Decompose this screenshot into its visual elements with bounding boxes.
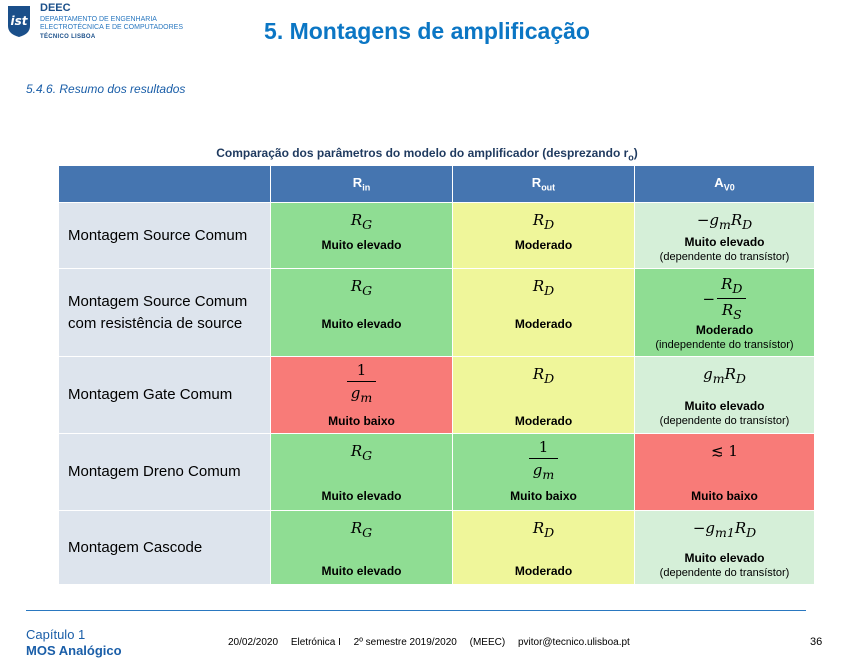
row-label: Montagem Dreno Comum [58, 433, 271, 511]
rout-rating: Moderado [514, 238, 573, 252]
ist-logo: ist [8, 6, 30, 37]
rout-expression: RD [532, 277, 555, 298]
row-label: Montagem Source Comum [58, 202, 271, 269]
rin-expression: RG [350, 442, 373, 463]
table-header-row: Rin Rout AV0 [58, 165, 815, 203]
table-caption: Comparação dos parâmetros do modelo do a… [216, 146, 638, 163]
av-expression: −gmRD [696, 211, 753, 232]
table-row: Montagem Source Comum RG Muito elevado R… [58, 202, 815, 269]
av-cell: −gmRD Muito elevado (dependente do trans… [634, 202, 815, 269]
table-row: Montagem Gate Comum 1 gm Muito baixo RD M… [58, 356, 815, 434]
rin-rating: Muito elevado [321, 489, 402, 503]
comparison-table: Rin Rout AV0 Montagem Source Comum RG Mu… [58, 165, 815, 585]
footer-semester: 2º semestre 2019/2020 [353, 637, 457, 648]
av-expression: ≲ 1 [711, 442, 738, 460]
table-row: Montagem Cascode RG Muito elevado RD Mod… [58, 510, 815, 585]
rin-cell: RG Muito elevado [270, 510, 453, 585]
av-rating: Muito elevado [684, 235, 765, 249]
rout-cell: RD Moderado [452, 202, 635, 269]
rin-rating: Muito elevado [321, 238, 402, 252]
av-note: (dependente do transístor) [659, 415, 790, 427]
rin-cell: RG Muito elevado [270, 202, 453, 269]
footer-info: 20/02/2020 Eletrónica I 2º semestre 2019… [228, 637, 640, 648]
av-note: (dependente do transístor) [659, 251, 790, 263]
institution-name: DEEC [40, 2, 71, 14]
rout-cell: 1 gm Muito baixo [452, 433, 635, 511]
av-cell: −gm1RD Muito elevado (dependente do tran… [634, 510, 815, 585]
rout-cell: RD Moderado [452, 268, 635, 357]
footer-program: (MEEC) [469, 637, 506, 648]
header-rout: Rout [452, 165, 635, 203]
row-label: Montagem Cascode [58, 510, 271, 585]
rin-rating: Muito elevado [321, 317, 402, 331]
header-corner [58, 165, 271, 203]
rout-rating: Moderado [514, 564, 573, 578]
rout-rating: Moderado [514, 317, 573, 331]
rin-expression: RG [350, 519, 373, 540]
av-cell: ≲ 1 Muito baixo [634, 433, 815, 511]
footer-email: pvitor@tecnico.ulisboa.pt [517, 637, 630, 648]
page-number: 36 [810, 636, 823, 648]
av-expression: gmRD [703, 365, 746, 386]
table-row: Montagem Source Comum com resistência de… [58, 268, 815, 357]
page-title: 5. Montagens de amplificação [264, 18, 590, 44]
av-cell: gmRD Muito elevado (dependente do transí… [634, 356, 815, 434]
chapter-block: Capítulo 1 MOS Analógico [26, 627, 122, 659]
institution-block: DEEC DEPARTAMENTO DE ENGENHARIA ELECTROT… [40, 2, 184, 41]
av-cell: − RD RS Moderado (independente do transíst… [634, 268, 815, 357]
rout-expression: RD [532, 365, 555, 386]
footer-date: 20/02/2020 [228, 637, 279, 648]
av-expression: −gm1RD [692, 519, 757, 540]
logo-text: ist [11, 14, 29, 28]
footer-course: Eletrónica I [290, 637, 341, 648]
row-label: Montagem Source Comum com resistência de… [58, 268, 271, 357]
rout-cell: RD Moderado [452, 356, 635, 434]
rin-rating: Muito baixo [328, 414, 395, 428]
rin-expression: 1 gm [271, 361, 452, 405]
school-name: TÉCNICO LISBOA [40, 34, 96, 40]
rin-cell: RG Muito elevado [270, 433, 453, 511]
av-rating: Muito elevado [684, 551, 765, 565]
rin-cell: 1 gm Muito baixo [270, 356, 453, 434]
row-label: Montagem Gate Comum [58, 356, 271, 434]
chapter-topic: MOS Analógico [26, 643, 122, 658]
rin-rating: Muito elevado [321, 564, 402, 578]
rin-expression: RG [350, 211, 373, 232]
rout-cell: RD Moderado [452, 510, 635, 585]
rout-expression: RD [532, 211, 555, 232]
av-note: (independente do transístor) [655, 339, 794, 351]
av-note: (dependente do transístor) [659, 567, 790, 579]
header-rin: Rin [270, 165, 453, 203]
rout-expression: RD [532, 519, 555, 540]
rout-rating: Muito baixo [510, 489, 577, 503]
rout-rating: Moderado [514, 414, 573, 428]
chapter-label: Capítulo 1 [26, 627, 86, 642]
rin-cell: RG Muito elevado [270, 268, 453, 357]
av-rating: Muito baixo [691, 489, 758, 503]
department-name: DEPARTAMENTO DE ENGENHARIA ELECTROTÉCNIC… [40, 16, 184, 31]
av-expression: − RD RS [635, 275, 814, 322]
rout-expression: 1 gm [453, 438, 634, 482]
footer-divider [26, 610, 806, 611]
subsection-title: 5.4.6. Resumo dos resultados [26, 82, 186, 96]
av-rating: Moderado [695, 323, 754, 337]
av-rating: Muito elevado [684, 399, 765, 413]
header-av0: AV0 [634, 165, 815, 203]
rin-expression: RG [350, 277, 373, 298]
